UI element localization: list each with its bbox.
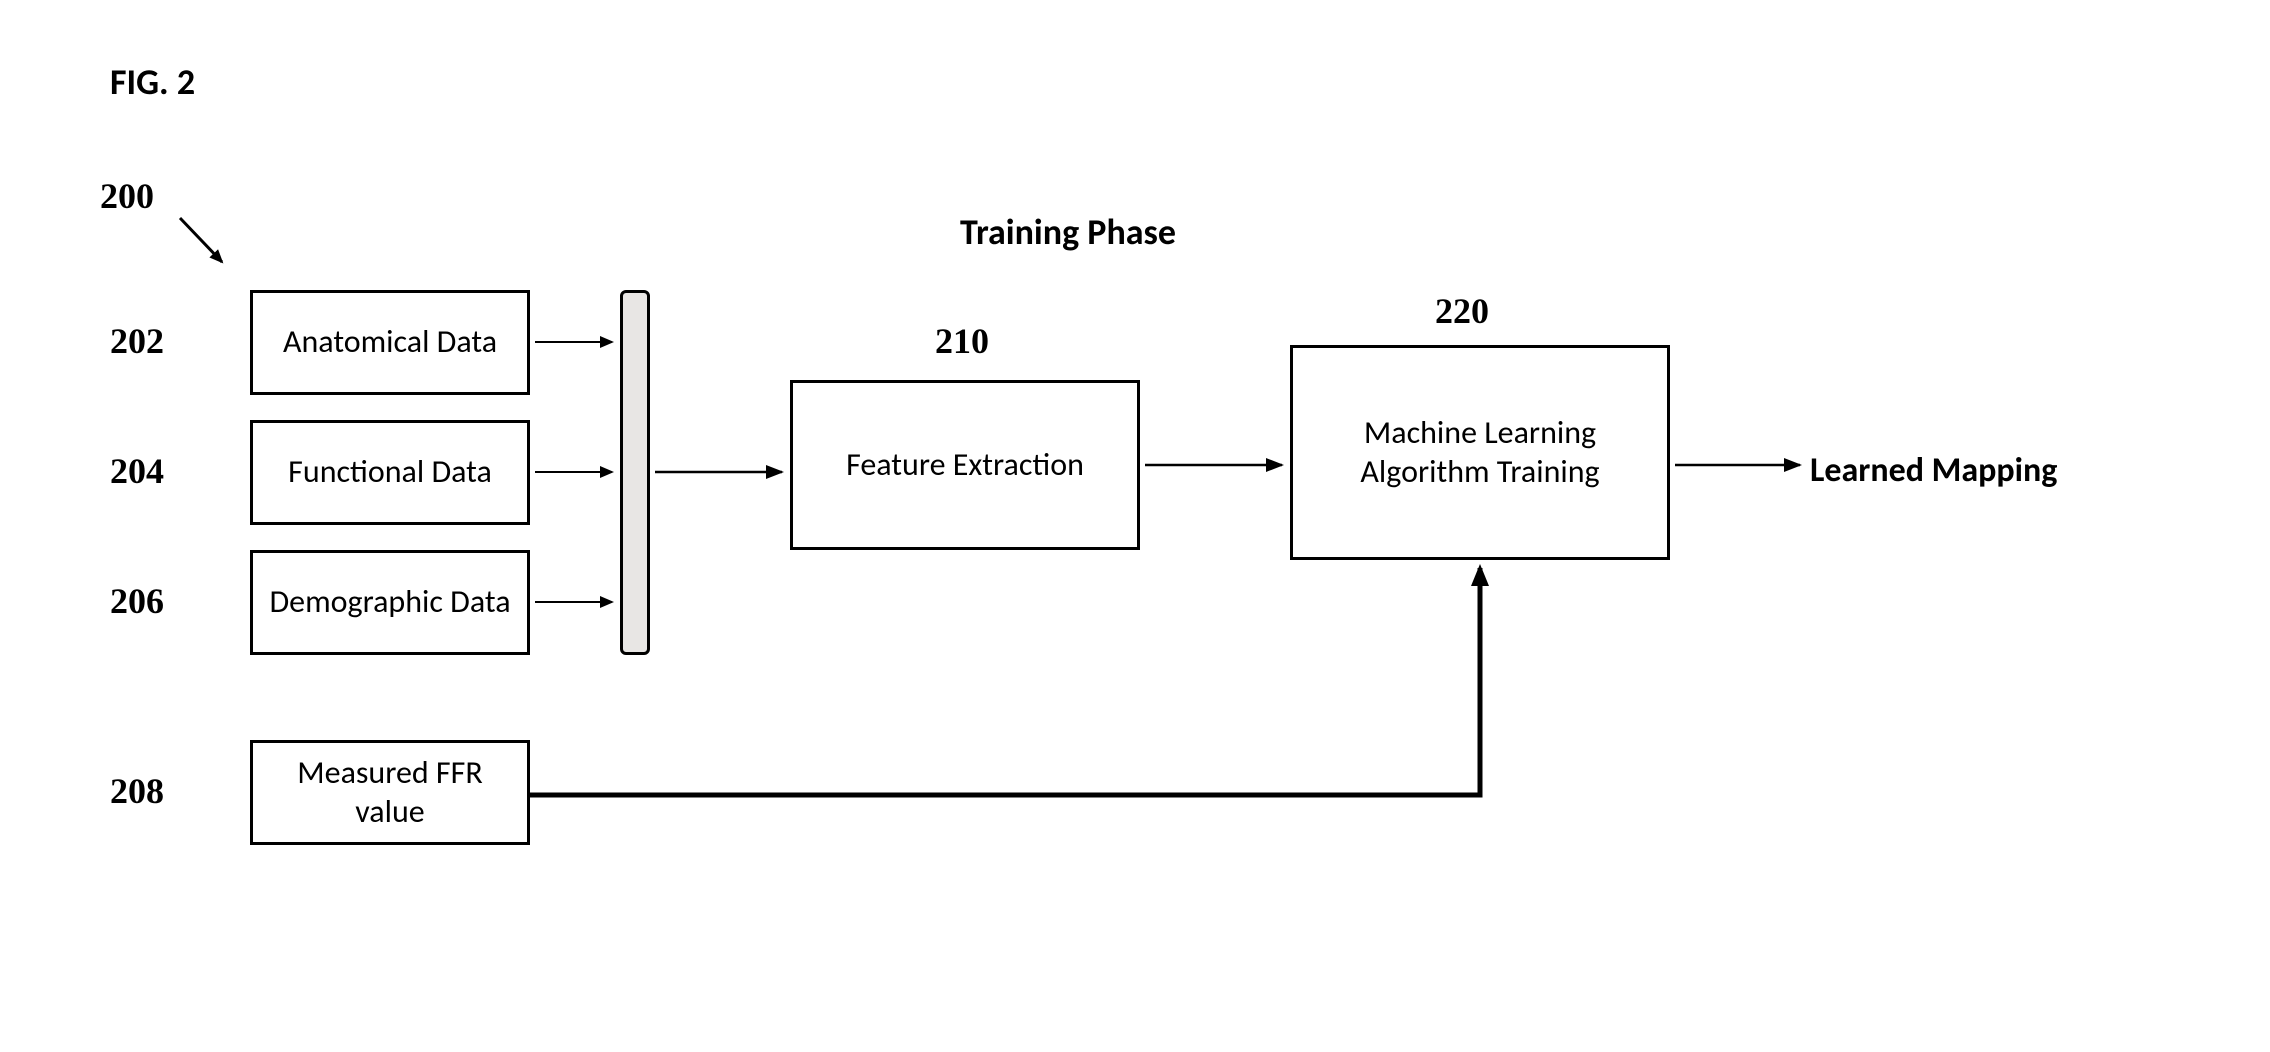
aggregator-bar [620, 290, 650, 655]
node-anatomical-data: Anatomical Data [250, 290, 530, 395]
ref-200: 200 [100, 175, 154, 217]
arrow-measured-to-ml [530, 568, 1480, 795]
ref-202: 202 [110, 320, 164, 362]
node-label: Feature Extraction [846, 446, 1084, 484]
node-feature-extraction: Feature Extraction [790, 380, 1140, 550]
node-label: Machine Learning Algorithm Training [1301, 414, 1659, 491]
node-measured-ffr: Measured FFR value [250, 740, 530, 845]
node-label: Demographic Data [269, 583, 510, 621]
ref-208: 208 [110, 770, 164, 812]
node-demographic-data: Demographic Data [250, 550, 530, 655]
node-label: Functional Data [288, 453, 492, 491]
node-functional-data: Functional Data [250, 420, 530, 525]
output-label: Learned Mapping [1810, 450, 2057, 491]
node-ml-training: Machine Learning Algorithm Training [1290, 345, 1670, 560]
node-label: Anatomical Data [283, 323, 497, 361]
ref-210: 210 [935, 320, 989, 362]
figure-title: FIG. 2 [110, 60, 195, 104]
arrow-root-pointer [180, 218, 222, 262]
ref-204: 204 [110, 450, 164, 492]
phase-heading: Training Phase [960, 210, 1176, 254]
ref-206: 206 [110, 580, 164, 622]
node-label: Measured FFR value [261, 754, 519, 831]
ref-220: 220 [1435, 290, 1489, 332]
